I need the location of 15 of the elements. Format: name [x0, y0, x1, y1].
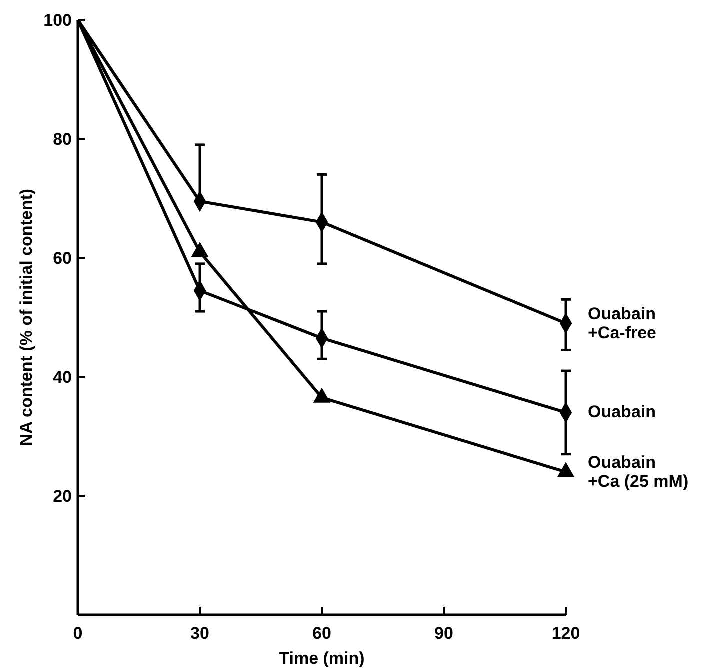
- y-tick-label: 60: [53, 248, 72, 268]
- x-tick-label: 60: [312, 624, 332, 643]
- series-label: Ouabain: [588, 402, 656, 422]
- x-axis-title: Time (min): [279, 649, 365, 668]
- y-tick-label: 100: [44, 10, 72, 30]
- y-tick-label: 20: [53, 486, 72, 506]
- x-tick-label: 120: [552, 624, 580, 643]
- x-tick-label: 90: [434, 624, 454, 643]
- series-label: Ouabain +Ca (25 mM): [588, 453, 689, 492]
- y-tick-label: 80: [53, 130, 72, 149]
- x-tick-label: 0: [73, 624, 83, 643]
- series-label: Ouabain +Ca-free: [588, 304, 657, 342]
- x-tick-label: 30: [190, 624, 210, 643]
- y-axis-title: NA content (% of initial content): [17, 188, 36, 446]
- y-tick-label: 40: [53, 368, 72, 387]
